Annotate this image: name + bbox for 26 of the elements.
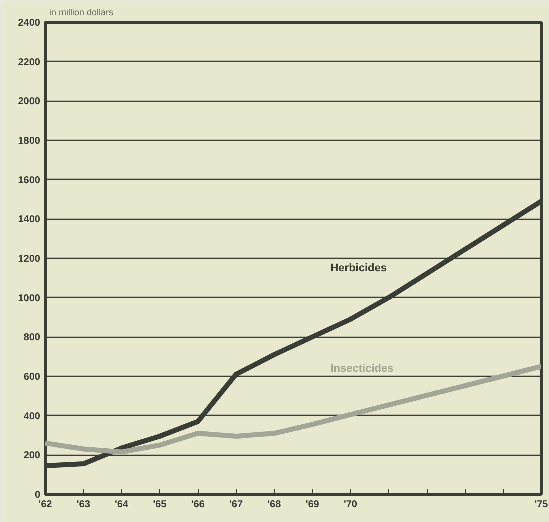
- y-tick-label: 1200: [18, 254, 41, 265]
- y-tick-label: 1400: [18, 214, 41, 226]
- x-tick-label: '65: [153, 500, 168, 510]
- x-tick-label: '70: [344, 500, 358, 510]
- series-label: Herbicides: [330, 262, 387, 274]
- x-tick-label: '64: [115, 500, 129, 510]
- x-tick-label: '63: [76, 500, 91, 510]
- y-tick-label: 1600: [18, 175, 41, 186]
- y-tick-label: 400: [24, 411, 41, 422]
- x-tick-label: '66: [191, 500, 206, 510]
- y-tick-label: 2200: [18, 57, 41, 68]
- x-tick-label: '69: [306, 500, 320, 510]
- x-tick-label: '75: [534, 500, 549, 510]
- y-tick-label: 1800: [18, 136, 41, 147]
- y-tick-label: 0: [34, 490, 41, 501]
- y-tick-label: 2000: [18, 96, 41, 108]
- x-tick-label: '62: [38, 500, 53, 510]
- y-tick-label: 2400: [18, 18, 41, 29]
- y-tick-label: 1000: [18, 293, 41, 304]
- y-tick-label: 200: [24, 450, 41, 462]
- y-tick-label: 800: [24, 332, 41, 344]
- x-tick-label: '67: [230, 500, 244, 510]
- y-axis-title: in million dollars: [50, 8, 114, 18]
- y-tick-label: 600: [24, 372, 41, 383]
- x-tick-label: '68: [268, 500, 282, 510]
- text: Insecticides: [330, 362, 394, 375]
